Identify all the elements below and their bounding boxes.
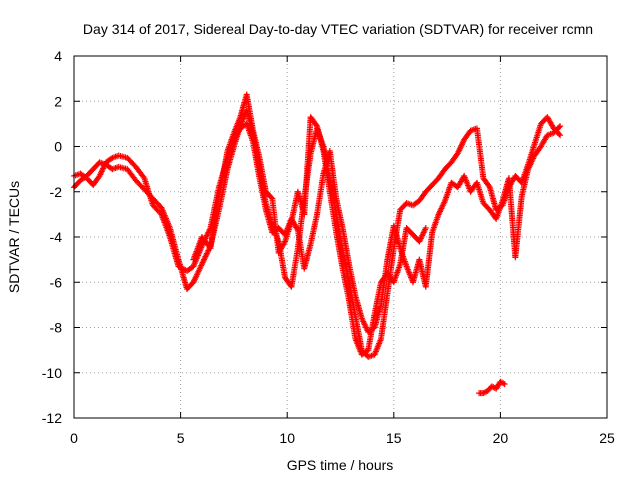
x-axis-title: GPS time / hours <box>287 457 394 473</box>
data-point <box>422 224 429 231</box>
data-series <box>71 107 564 360</box>
x-tick-label: 0 <box>70 430 78 446</box>
plot-frame <box>73 55 608 419</box>
y-axis-title: SDTVAR / TECUs <box>6 181 22 293</box>
data-layer <box>71 91 564 397</box>
y-tick-label: 0 <box>54 139 62 155</box>
y-tick-label: -10 <box>42 365 62 381</box>
x-tick-label: 5 <box>177 430 185 446</box>
data-series <box>476 378 508 397</box>
y-tick-label: -4 <box>50 229 63 245</box>
x-tick-label: 15 <box>386 430 402 446</box>
data-series <box>71 120 564 336</box>
y-tick-label: -12 <box>42 410 62 426</box>
y-tick-label: 2 <box>54 93 62 109</box>
y-tick-label: -8 <box>50 320 63 336</box>
data-point <box>501 381 508 388</box>
y-tick-label: -2 <box>50 184 63 200</box>
data-series <box>190 91 429 358</box>
data-point <box>557 123 564 130</box>
data-point-fill <box>556 131 563 138</box>
y-tick-label: -6 <box>50 274 63 290</box>
chart-title: Day 314 of 2017, Sidereal Day-to-day VTE… <box>83 21 593 37</box>
y-tick-label: 4 <box>54 48 62 64</box>
data-point-fill <box>485 182 492 189</box>
x-tick-label: 10 <box>279 430 295 446</box>
data-point-fill <box>556 124 563 131</box>
data-point-fill <box>268 194 275 201</box>
data-point-fill <box>313 121 320 128</box>
data-point <box>557 132 564 139</box>
x-tick-label: 25 <box>599 430 615 446</box>
x-tick-label: 20 <box>493 430 509 446</box>
